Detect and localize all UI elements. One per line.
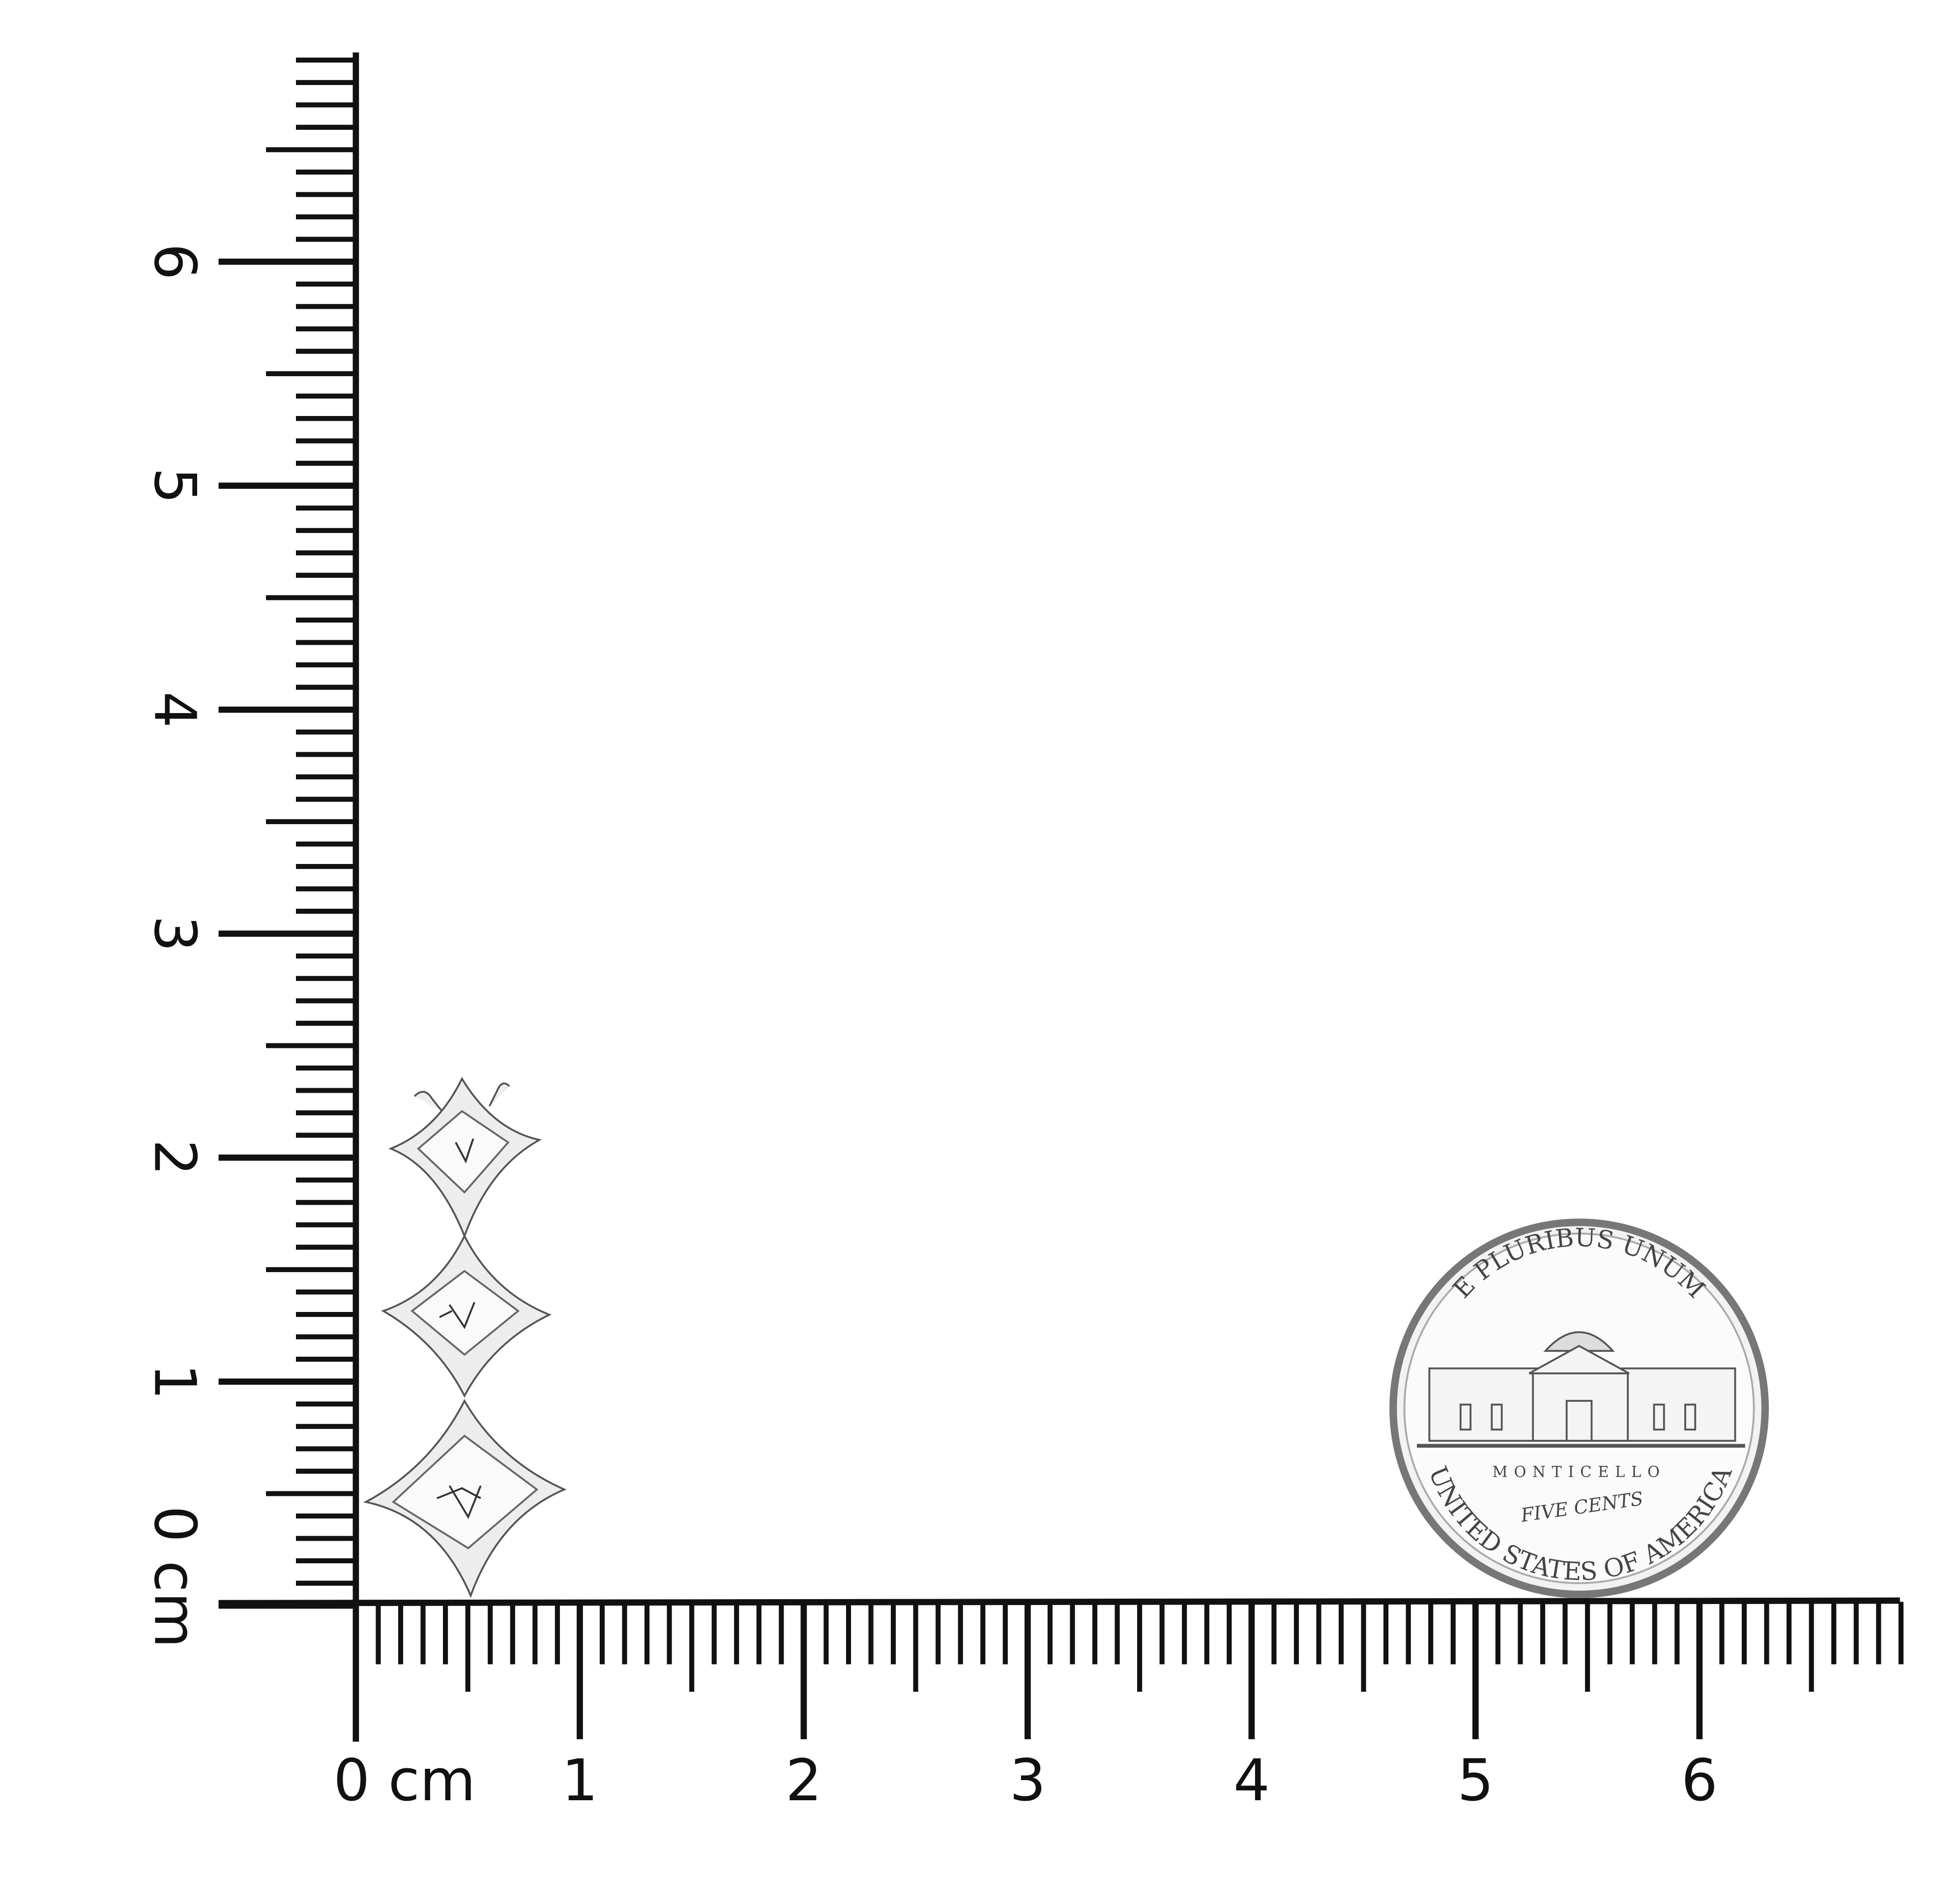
vertical-ruler-label: 2 [142, 1139, 208, 1176]
horizontal-ruler-label: 0 cm [333, 1747, 475, 1814]
horizontal-ruler-axis [218, 1597, 1900, 1606]
horizontal-ruler-label: 3 [1009, 1747, 1046, 1814]
horizontal-ruler-label: 2 [786, 1747, 822, 1814]
horizontal-ruler-label: 4 [1233, 1747, 1270, 1814]
earring-post-right [488, 1082, 510, 1107]
horizontal-ruler-labels: 0 cm 1 2 3 4 5 6 [333, 1747, 1718, 1814]
horizontal-ruler-ticks [376, 1602, 1904, 1739]
nickel-coin-image: E PLURIBUS UNUM MONTICELLO FIVE CENTS UN… [1389, 1219, 1769, 1598]
horizontal-ruler-label: 6 [1681, 1747, 1718, 1814]
vertical-ruler-labels: 0 cm 1 2 3 4 5 6 [142, 243, 208, 1648]
vertical-ruler-ticks [218, 58, 356, 1609]
vertical-ruler-label: 0 cm [142, 1506, 208, 1648]
vertical-ruler-label: 4 [142, 691, 208, 728]
coin-building-name: MONTICELLO [1493, 1464, 1666, 1481]
earring-stone-top [388, 1076, 542, 1239]
vertical-ruler-label: 5 [142, 468, 208, 504]
earring-stone-middle [381, 1234, 552, 1398]
horizontal-ruler-label: 1 [561, 1747, 598, 1814]
horizontal-ruler-label: 5 [1457, 1747, 1494, 1814]
earring-stone-bottom [363, 1398, 567, 1599]
earring-image [363, 1076, 567, 1599]
vertical-ruler-label: 6 [142, 243, 208, 280]
vertical-ruler-label: 1 [142, 1364, 208, 1400]
vertical-ruler-label: 3 [142, 916, 208, 952]
monticello-building-icon [1417, 1331, 1745, 1448]
earring-post-left [413, 1091, 443, 1112]
